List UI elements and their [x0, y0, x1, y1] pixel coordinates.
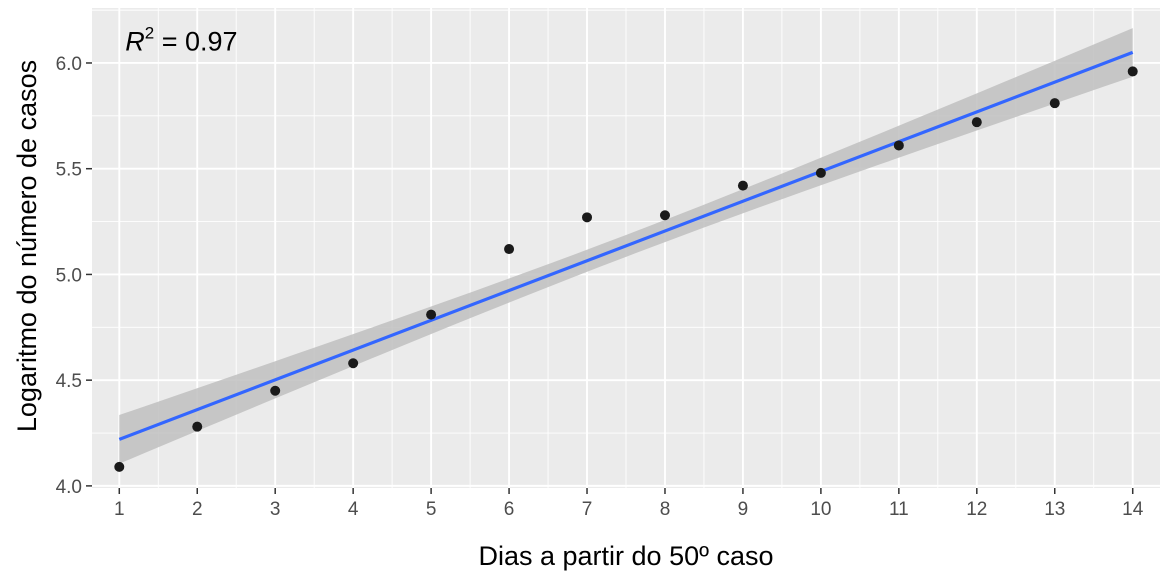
- y-tick-label: 6.0: [56, 54, 82, 75]
- data-point: [893, 140, 904, 151]
- x-tick-label: 1: [114, 499, 125, 520]
- x-tick-label: 12: [966, 499, 987, 520]
- r-squared-annotation: R2 = 0.97: [125, 23, 237, 56]
- data-point: [582, 212, 593, 223]
- data-point: [1049, 98, 1060, 109]
- data-point: [114, 461, 125, 472]
- x-tick-label: 10: [810, 499, 831, 520]
- data-point: [426, 309, 437, 320]
- annotation-superscript: 2: [145, 23, 154, 42]
- x-tick-labels: 1 2 3 4 5 6 7 8 9 10 11 12 13 14: [114, 499, 1144, 520]
- x-tick-label: 4: [348, 499, 359, 520]
- x-axis-title: Dias a partir do 50º caso: [478, 541, 773, 571]
- data-point: [737, 180, 748, 191]
- x-tick-label: 8: [660, 499, 671, 520]
- axis-ticks: [86, 62, 1134, 494]
- y-tick-label: 4.0: [56, 477, 82, 498]
- data-point: [971, 117, 982, 128]
- data-point: [348, 358, 359, 369]
- y-axis-title: Logaritmo do número de casos: [12, 60, 42, 432]
- y-tick-labels: 4.0 4.5 5.0 5.5 6.0: [56, 54, 82, 498]
- annotation-value: = 0.97: [154, 26, 237, 56]
- data-point: [270, 385, 281, 396]
- x-tick-label: 3: [270, 499, 281, 520]
- regression-line: [118, 50, 1134, 441]
- data-point: [815, 167, 826, 178]
- x-tick-label: 13: [1044, 499, 1065, 520]
- y-tick-label: 4.5: [56, 371, 82, 392]
- fit-line: [118, 50, 1134, 441]
- y-tick-label: 5.5: [56, 160, 82, 181]
- data-points: [114, 66, 1138, 472]
- y-tick-label: 5.0: [56, 265, 82, 286]
- data-point: [659, 210, 670, 221]
- x-tick-label: 11: [889, 499, 909, 520]
- data-point: [192, 421, 203, 432]
- data-point: [504, 244, 515, 255]
- x-tick-label: 7: [582, 499, 593, 520]
- annotation-base: R: [125, 26, 145, 56]
- x-tick-label: 14: [1122, 499, 1144, 520]
- x-tick-label: 5: [426, 499, 437, 520]
- x-tick-label: 6: [504, 499, 515, 520]
- x-tick-label: 9: [738, 499, 749, 520]
- x-tick-label: 2: [192, 499, 203, 520]
- data-point: [1127, 66, 1138, 77]
- major-gridlines: [92, 8, 1160, 488]
